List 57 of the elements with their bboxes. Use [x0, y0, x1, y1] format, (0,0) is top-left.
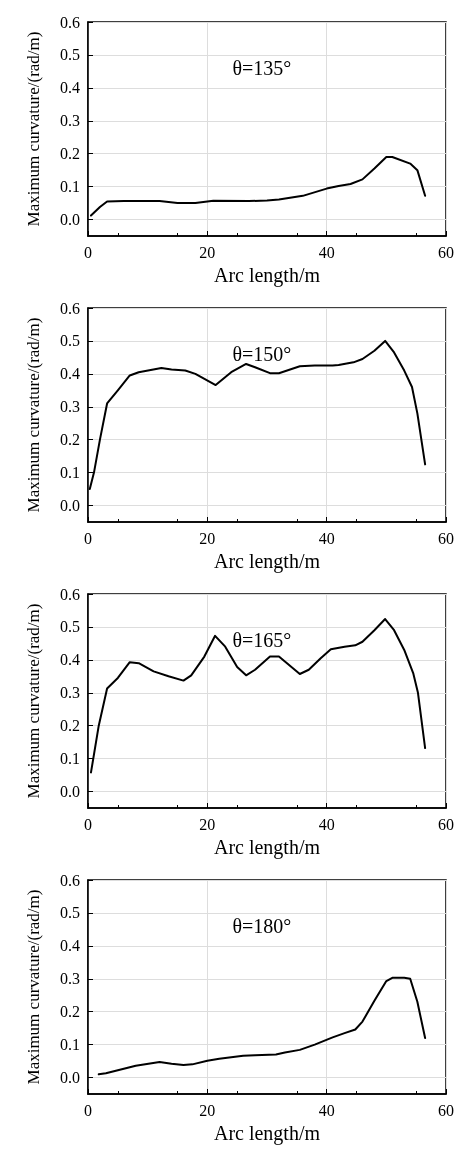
x-tick-label: 40: [318, 243, 335, 261]
x-axis-title: Arc length/m: [213, 1121, 321, 1145]
y-tick-label: 0.0: [60, 211, 80, 229]
x-axis-title: Arc length/m: [213, 549, 321, 573]
y-tick-label: 0.3: [60, 112, 80, 130]
annotation: θ=135°: [232, 57, 292, 79]
x-tick-label: 0: [84, 529, 92, 547]
y-tick-label: 0.5: [60, 618, 80, 636]
x-tick-label: 60: [438, 529, 454, 547]
x-axis-title: Arc length/m: [213, 263, 321, 287]
x-tick-label: 0: [84, 243, 92, 261]
annotation: θ=180°: [232, 915, 292, 937]
y-tick-label: 0.4: [60, 651, 80, 669]
x-tick-label: 40: [318, 815, 335, 833]
y-tick-label: 0.4: [60, 937, 80, 955]
x-tick-label: 40: [318, 529, 335, 547]
y-tick-label: 0.0: [60, 1069, 80, 1087]
y-tick-label: 0.1: [60, 464, 80, 482]
x-tick-label: 60: [438, 1101, 454, 1119]
y-tick-label: 0.6: [60, 13, 80, 31]
y-tick-label: 0.2: [60, 145, 80, 163]
line-series: [97, 976, 427, 1076]
y-axis-title: Maximum curvature/(rad/m): [24, 603, 43, 799]
y-tick-label: 0.2: [60, 431, 80, 449]
y-tick-label: 0.2: [60, 717, 80, 735]
y-tick-label: 0.0: [60, 783, 80, 801]
y-axis-title: Maximum curvature/(rad/m): [24, 317, 43, 513]
y-tick-label: 0.0: [60, 497, 80, 515]
x-tick-label: 20: [199, 1101, 216, 1119]
x-tick-label: 0: [84, 1101, 92, 1119]
x-tick-label: 60: [438, 243, 454, 261]
y-tick-label: 0.3: [60, 970, 80, 988]
y-axis-title: Maximum curvature/(rad/m): [24, 31, 43, 227]
y-tick-label: 0.1: [60, 178, 80, 196]
y-tick-label: 0.5: [60, 46, 80, 64]
y-tick-label: 0.4: [60, 79, 80, 97]
y-tick-label: 0.5: [60, 904, 80, 922]
y-tick-label: 0.6: [60, 871, 80, 889]
y-tick-label: 0.3: [60, 684, 80, 702]
y-tick-label: 0.2: [60, 1003, 80, 1021]
y-tick-label: 0.5: [60, 332, 80, 350]
x-tick-label: 40: [318, 1101, 335, 1119]
y-tick-label: 0.4: [60, 365, 80, 383]
y-tick-label: 0.6: [60, 299, 80, 317]
x-tick-label: 20: [199, 815, 216, 833]
y-tick-label: 0.3: [60, 398, 80, 416]
y-tick-label: 0.1: [60, 1036, 80, 1054]
y-tick-label: 0.6: [60, 585, 80, 603]
x-tick-label: 60: [438, 815, 454, 833]
annotation: θ=165°: [232, 629, 292, 651]
x-axis-title: Arc length/m: [213, 835, 321, 859]
x-tick-label: 20: [199, 529, 216, 547]
x-tick-label: 20: [199, 243, 216, 261]
y-tick-label: 0.1: [60, 750, 80, 768]
x-tick-label: 0: [84, 815, 92, 833]
annotation: θ=150°: [232, 343, 292, 365]
y-axis-title: Maximum curvature/(rad/m): [24, 889, 43, 1085]
